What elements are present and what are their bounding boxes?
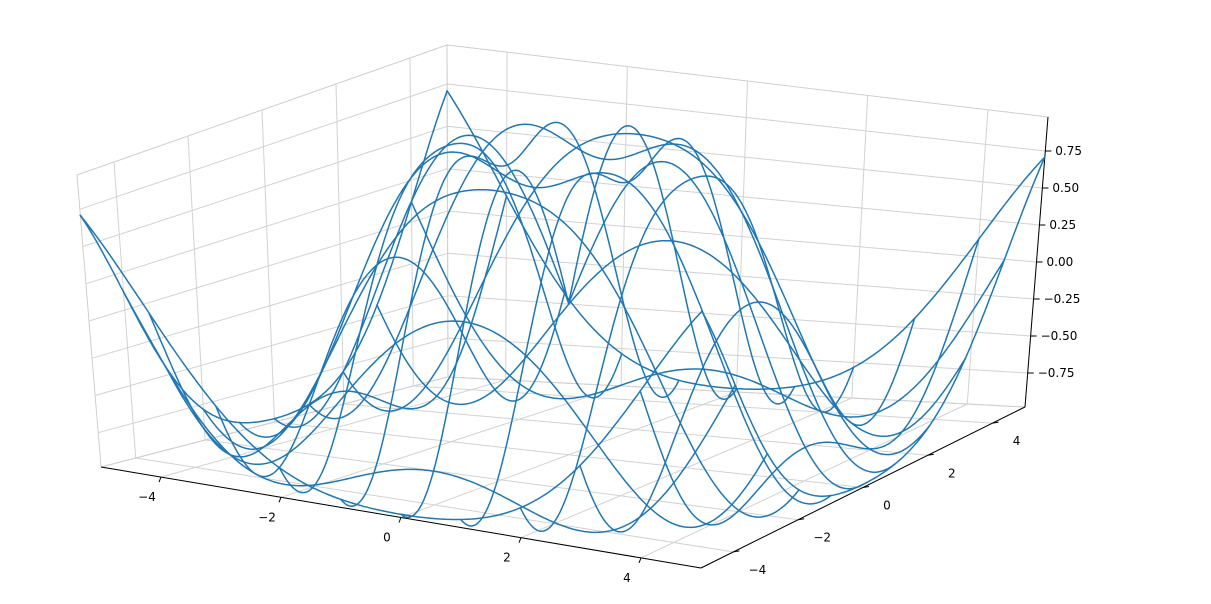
grid-line-back-z [447,125,1043,189]
x-tick-mark [158,476,162,483]
y-tick-label: −4 [749,563,767,577]
wire-line-x [460,137,796,527]
wire-line-y [446,90,1046,390]
grid-line-back-z [447,295,1031,337]
z-tick-label: 0.75 [1055,144,1082,158]
y-axis-ticks: −4 −2 0 2 4 [733,421,1021,577]
x-tick-mark [638,557,642,564]
x-tick-mark [518,537,522,543]
wire-line-x [278,142,623,494]
z-tick-label: 0.50 [1052,181,1079,195]
z-tick-label: −0.25 [1044,292,1081,306]
z-axis-ticks: −0.75 −0.50 −0.25 0.00 0.25 0.50 0.75 [1027,144,1082,380]
y-tick-mark [927,453,934,456]
x-tick-label: −4 [138,490,156,504]
wireframe-surface [79,90,1046,534]
pane-floor [100,376,1027,569]
wire-line-x [519,175,855,533]
grid-line-back-z [447,252,1034,300]
grid-line-back-z [447,337,1028,374]
grid-line-left-z [79,83,448,210]
grid-line-back-z [447,168,1040,226]
y-tick-mark [992,421,999,424]
grid-line-back-z [447,83,1046,152]
y-tick-mark [862,486,870,488]
wire-line-y [308,123,897,473]
grid-line-left-z [91,252,448,359]
grid-line-left-z [85,168,448,285]
grid-line-left-z [82,125,448,247]
y-tick-label: 2 [948,466,956,480]
z-tick-label: −0.50 [1041,329,1078,343]
x-tick-mark [278,497,282,503]
grid-line-floor-y [413,385,993,424]
x-tick-mark [398,517,402,523]
x-tick-label: 2 [503,551,511,565]
grid-line-floor-y [135,457,734,553]
z-tick-label: −0.75 [1038,366,1075,380]
grid-line-floor-y [274,421,864,488]
wire-line-y [342,132,931,456]
grid-line-floor-y [205,439,799,521]
z-tick-label: 0.25 [1049,218,1076,232]
y-tick-label: 4 [1013,434,1021,448]
wire-line-y [410,201,1006,418]
grid-line-left-z [94,295,448,396]
wire-line-y [122,291,736,534]
x-tick-label: 4 [623,571,631,585]
x-tick-label: 0 [383,531,391,545]
wire-line-x [701,156,1046,497]
pane-left [76,44,449,468]
x-axis-ticks: −4 −2 0 2 4 [138,476,642,585]
y-tick-mark [733,550,740,553]
axes-grid [79,52,1046,559]
z-tick-label: 0.00 [1047,255,1074,269]
y-tick-label: −2 [813,531,831,545]
grid-line-floor-y [343,403,928,456]
wire-line-x [579,301,916,533]
x-tick-label: −2 [258,510,276,524]
y-tick-mark [798,518,805,521]
wire-line-y [273,134,864,490]
wire-line-x [639,238,980,526]
wire-line-y [376,239,967,438]
y-tick-label: 0 [883,499,891,513]
